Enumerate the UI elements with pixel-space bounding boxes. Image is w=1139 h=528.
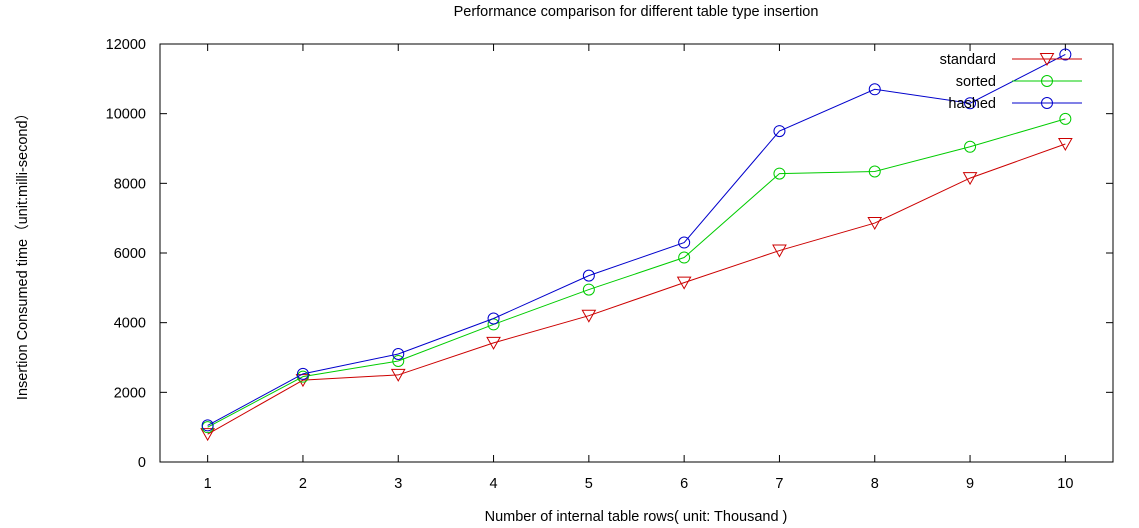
data-point-standard bbox=[295, 374, 311, 388]
x-tick-label: 6 bbox=[680, 476, 688, 492]
legend-marker-sorted bbox=[1041, 75, 1053, 87]
data-point-standard bbox=[200, 428, 216, 442]
series-hashed bbox=[201, 48, 1072, 432]
y-tick-label: 6000 bbox=[114, 246, 146, 262]
data-point-standard bbox=[581, 309, 597, 323]
data-point-hashed bbox=[868, 83, 881, 96]
legend-marker-standard bbox=[1039, 53, 1055, 67]
data-point-sorted bbox=[1059, 112, 1072, 125]
series-standard bbox=[200, 137, 1073, 442]
y-tick-label: 0 bbox=[138, 455, 146, 471]
data-point-sorted bbox=[964, 140, 977, 153]
y-tick-label: 8000 bbox=[114, 176, 146, 192]
x-tick-label: 9 bbox=[966, 476, 974, 492]
legend-marker-hashed bbox=[1041, 97, 1053, 109]
data-point-sorted bbox=[582, 283, 595, 296]
data-point-standard bbox=[676, 276, 692, 290]
legend: standard sorted hashed bbox=[940, 52, 1082, 112]
x-tick-label: 7 bbox=[775, 476, 783, 492]
data-point-standard bbox=[486, 336, 501, 350]
x-tick-label: 4 bbox=[490, 476, 498, 492]
series-layer bbox=[200, 48, 1073, 442]
legend-label-sorted: sorted bbox=[956, 74, 996, 90]
y-tick-label: 10000 bbox=[106, 107, 146, 123]
x-tick-label: 1 bbox=[204, 476, 212, 492]
x-tick-label: 10 bbox=[1057, 476, 1073, 492]
x-axis-label: Number of internal table rows( unit: Tho… bbox=[485, 509, 788, 525]
x-tick-label: 5 bbox=[585, 476, 593, 492]
data-point-hashed bbox=[582, 269, 595, 282]
x-tick-label: 2 bbox=[299, 476, 307, 492]
data-point-hashed bbox=[964, 97, 977, 110]
axis-ticks: 0 2000 4000 6000 8000 10000 12000 1 2 3 4 5 6 7 8 9 10 bbox=[106, 37, 1113, 492]
series-line-standard bbox=[207, 143, 1066, 435]
y-tick-label: 2000 bbox=[114, 385, 146, 401]
data-point-hashed bbox=[678, 236, 691, 249]
chart-title: Performance comparison for different tab… bbox=[454, 4, 819, 20]
legend-label-hashed: hashed bbox=[948, 96, 996, 112]
series-line-sorted bbox=[207, 118, 1066, 428]
x-tick-label: 8 bbox=[871, 476, 879, 492]
data-point-hashed bbox=[201, 419, 214, 432]
data-point-standard bbox=[772, 244, 787, 258]
data-point-hashed bbox=[296, 367, 309, 380]
y-tick-label: 12000 bbox=[106, 37, 146, 53]
data-point-sorted bbox=[678, 251, 691, 264]
data-point-hashed bbox=[392, 348, 405, 361]
data-point-sorted bbox=[392, 354, 405, 367]
series-line-hashed bbox=[207, 54, 1066, 426]
y-axis-label: Insertion Consumed time（unit:milli-secon… bbox=[14, 106, 31, 400]
data-point-hashed bbox=[487, 312, 500, 325]
series-sorted bbox=[201, 112, 1072, 434]
data-point-hashed bbox=[1059, 48, 1072, 61]
data-point-sorted bbox=[773, 167, 786, 180]
data-point-standard bbox=[867, 217, 883, 231]
legend-label-standard: standard bbox=[940, 52, 996, 68]
data-point-standard bbox=[390, 368, 406, 382]
data-point-hashed bbox=[773, 125, 786, 138]
data-point-sorted bbox=[868, 165, 881, 178]
x-tick-label: 3 bbox=[394, 476, 402, 492]
y-tick-label: 4000 bbox=[114, 316, 146, 332]
data-point-standard bbox=[1057, 137, 1073, 151]
data-point-standard bbox=[962, 172, 978, 186]
